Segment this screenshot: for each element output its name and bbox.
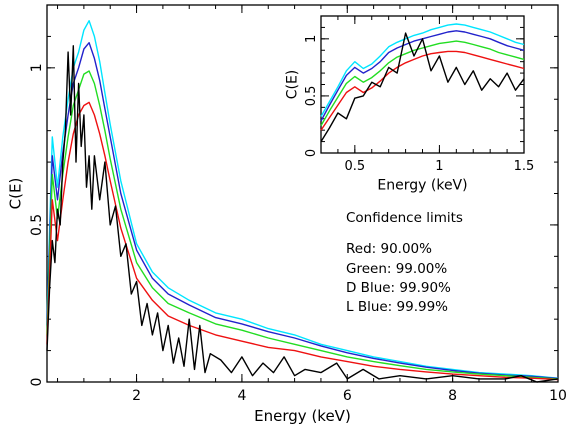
main-y-tick-label: 0.5 [29, 214, 45, 236]
main-series-black [46, 45, 559, 383]
inset-series-red [320, 50, 525, 131]
inset-y-tick-label: 0.5 [304, 86, 319, 107]
inset-plot: 0.5 1 1.5 0 0.5 1 Energy (keV) C(E) [284, 15, 535, 193]
main-x-tick-label: 8 [448, 388, 457, 404]
legend-entry-light-blue: L Blue: 99.99% [346, 299, 448, 315]
main-series-light-blue [46, 20, 559, 379]
inset-x-tick-label: 1 [435, 159, 443, 174]
inset-frame [320, 15, 525, 154]
main-x-axis-title: Energy (keV) [254, 407, 351, 425]
inset-series-light-blue [320, 23, 525, 117]
inset-y-tick-label: 0 [304, 149, 319, 157]
inset-y-tick-label: 1 [304, 35, 319, 43]
main-x-tick-label: 4 [237, 388, 246, 404]
main-y-tick-label: 0 [29, 378, 45, 387]
main-x-tick-label: 2 [132, 388, 141, 404]
main-series-green [46, 70, 559, 380]
inset-x-tick-label: 1.5 [514, 159, 535, 174]
main-series-red [46, 101, 559, 381]
main-x-tick-label: 6 [343, 388, 352, 404]
main-series-dark-blue [46, 42, 559, 380]
inset-x-axis-title: Energy (keV) [377, 177, 467, 193]
legend-entry-green: Green: 99.00% [346, 261, 447, 277]
legend-entry-dark-blue: D Blue: 99.90% [346, 280, 451, 296]
legend-entry-red: Red: 90.00% [346, 241, 432, 257]
inset-series-black [320, 32, 525, 142]
main-y-axis-title: C(E) [6, 178, 24, 210]
legend: Confidence limits Red: 90.00% Green: 99.… [346, 210, 463, 315]
inset-x-tick-label: 0.5 [344, 159, 365, 174]
legend-heading: Confidence limits [346, 210, 463, 226]
main-y-tick-label: 1 [29, 63, 45, 72]
main-x-tick-label: 10 [549, 388, 567, 404]
inset-series-green [320, 40, 525, 126]
inset-y-axis-title: C(E) [284, 70, 300, 100]
